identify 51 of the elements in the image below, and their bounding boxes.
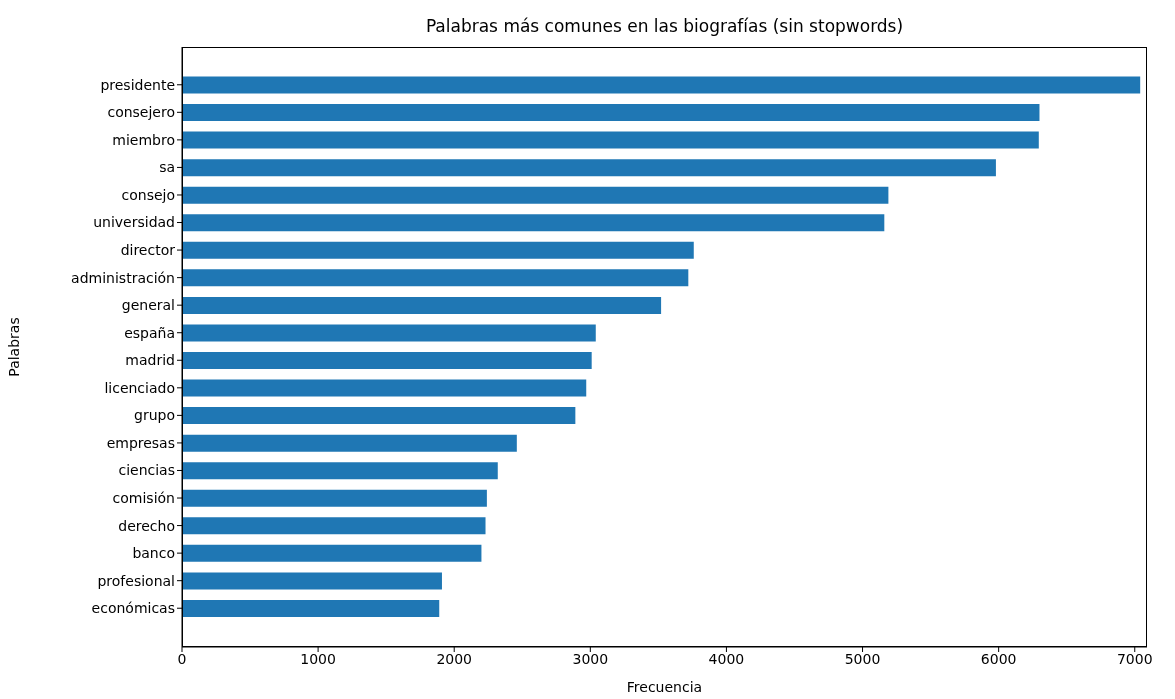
y-tick-label: profesional bbox=[97, 572, 175, 589]
y-tick-label: consejo bbox=[121, 186, 175, 203]
y-tick-label: administración bbox=[71, 269, 175, 286]
bar bbox=[182, 544, 482, 562]
bar bbox=[182, 462, 498, 480]
bar bbox=[182, 352, 592, 370]
bar bbox=[182, 159, 996, 177]
bar bbox=[182, 407, 576, 425]
bar bbox=[182, 241, 694, 259]
y-tick-label: banco bbox=[132, 545, 175, 562]
bar bbox=[182, 324, 596, 342]
y-tick-label: licenciado bbox=[104, 379, 175, 396]
x-tick-label: 3000 bbox=[572, 650, 609, 667]
bar bbox=[182, 517, 486, 535]
bar bbox=[182, 76, 1141, 94]
y-tick-label: consejero bbox=[107, 104, 175, 121]
y-tick-label: españa bbox=[124, 324, 175, 341]
y-tick-label: presidente bbox=[100, 76, 175, 93]
bar bbox=[182, 296, 662, 314]
y-tick-label: director bbox=[120, 242, 176, 259]
bar bbox=[182, 572, 442, 590]
x-tick-label: 5000 bbox=[844, 650, 881, 667]
x-tick-label: 1000 bbox=[300, 650, 336, 667]
y-tick-label: económicas bbox=[91, 600, 175, 617]
bar bbox=[182, 104, 1040, 122]
y-tick-label: universidad bbox=[93, 214, 175, 231]
bar bbox=[182, 599, 440, 617]
y-tick-label: miembro bbox=[112, 131, 175, 148]
x-tick-label: 2000 bbox=[436, 650, 473, 667]
x-tick-label: 4000 bbox=[708, 650, 745, 667]
chart-title: Palabras más comunes en las biografías (sin stopwords) bbox=[424, 16, 905, 36]
bar bbox=[182, 434, 517, 452]
bar bbox=[182, 269, 689, 287]
y-tick-label: empresas bbox=[106, 434, 175, 451]
y-tick-label: general bbox=[121, 297, 175, 314]
y-tick-label: derecho bbox=[118, 517, 175, 534]
bar bbox=[182, 489, 487, 507]
y-tick-label: ciencias bbox=[118, 462, 175, 479]
bar bbox=[182, 214, 885, 232]
y-tick-label: sa bbox=[159, 159, 175, 176]
bar bbox=[182, 186, 889, 204]
x-tick-label: 6000 bbox=[980, 650, 1017, 667]
y-tick-label: madrid bbox=[125, 352, 175, 369]
bar bbox=[182, 379, 587, 397]
x-tick-label: 7000 bbox=[1116, 650, 1153, 667]
x-axis-title: Frecuencia bbox=[626, 679, 703, 695]
y-axis-title: Palabras bbox=[5, 317, 22, 377]
y-tick-label: comisión bbox=[112, 489, 175, 506]
bar bbox=[182, 131, 1039, 149]
y-tick-label: grupo bbox=[134, 407, 175, 424]
x-tick-label: 0 bbox=[177, 650, 187, 667]
